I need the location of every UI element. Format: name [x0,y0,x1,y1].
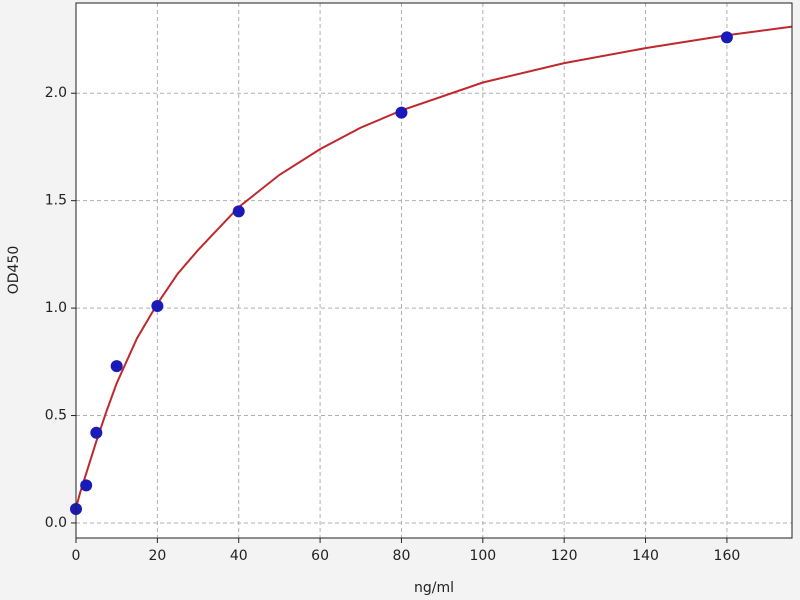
plot-frame [75,2,793,539]
x-tick-label: 40 [230,548,248,564]
x-tick-label: 140 [632,548,659,564]
x-tick-label: 20 [148,548,166,564]
data-point [232,205,245,218]
x-tick-label: 80 [393,548,411,564]
x-tick-label: 120 [551,548,578,564]
y-tick-label: 0.5 [45,408,67,424]
y-tick-label: 1.0 [45,300,67,316]
x-tick-label: 0 [72,548,81,564]
data-point [80,479,93,492]
data-point [720,31,733,44]
data-point [90,426,103,439]
data-point [151,299,164,312]
data-point [395,106,408,119]
data-point [110,360,123,373]
y-tick-label: 0.0 [45,515,67,531]
x-axis-label: ng/ml [414,580,454,596]
plot-area [76,3,792,538]
x-tick-label: 160 [714,548,741,564]
y-tick-label: 1.5 [45,193,67,209]
x-tick-label: 60 [311,548,329,564]
y-tick-label: 2.0 [45,85,67,101]
x-tick-label: 100 [469,548,496,564]
y-axis-label: OD450 [6,246,22,295]
